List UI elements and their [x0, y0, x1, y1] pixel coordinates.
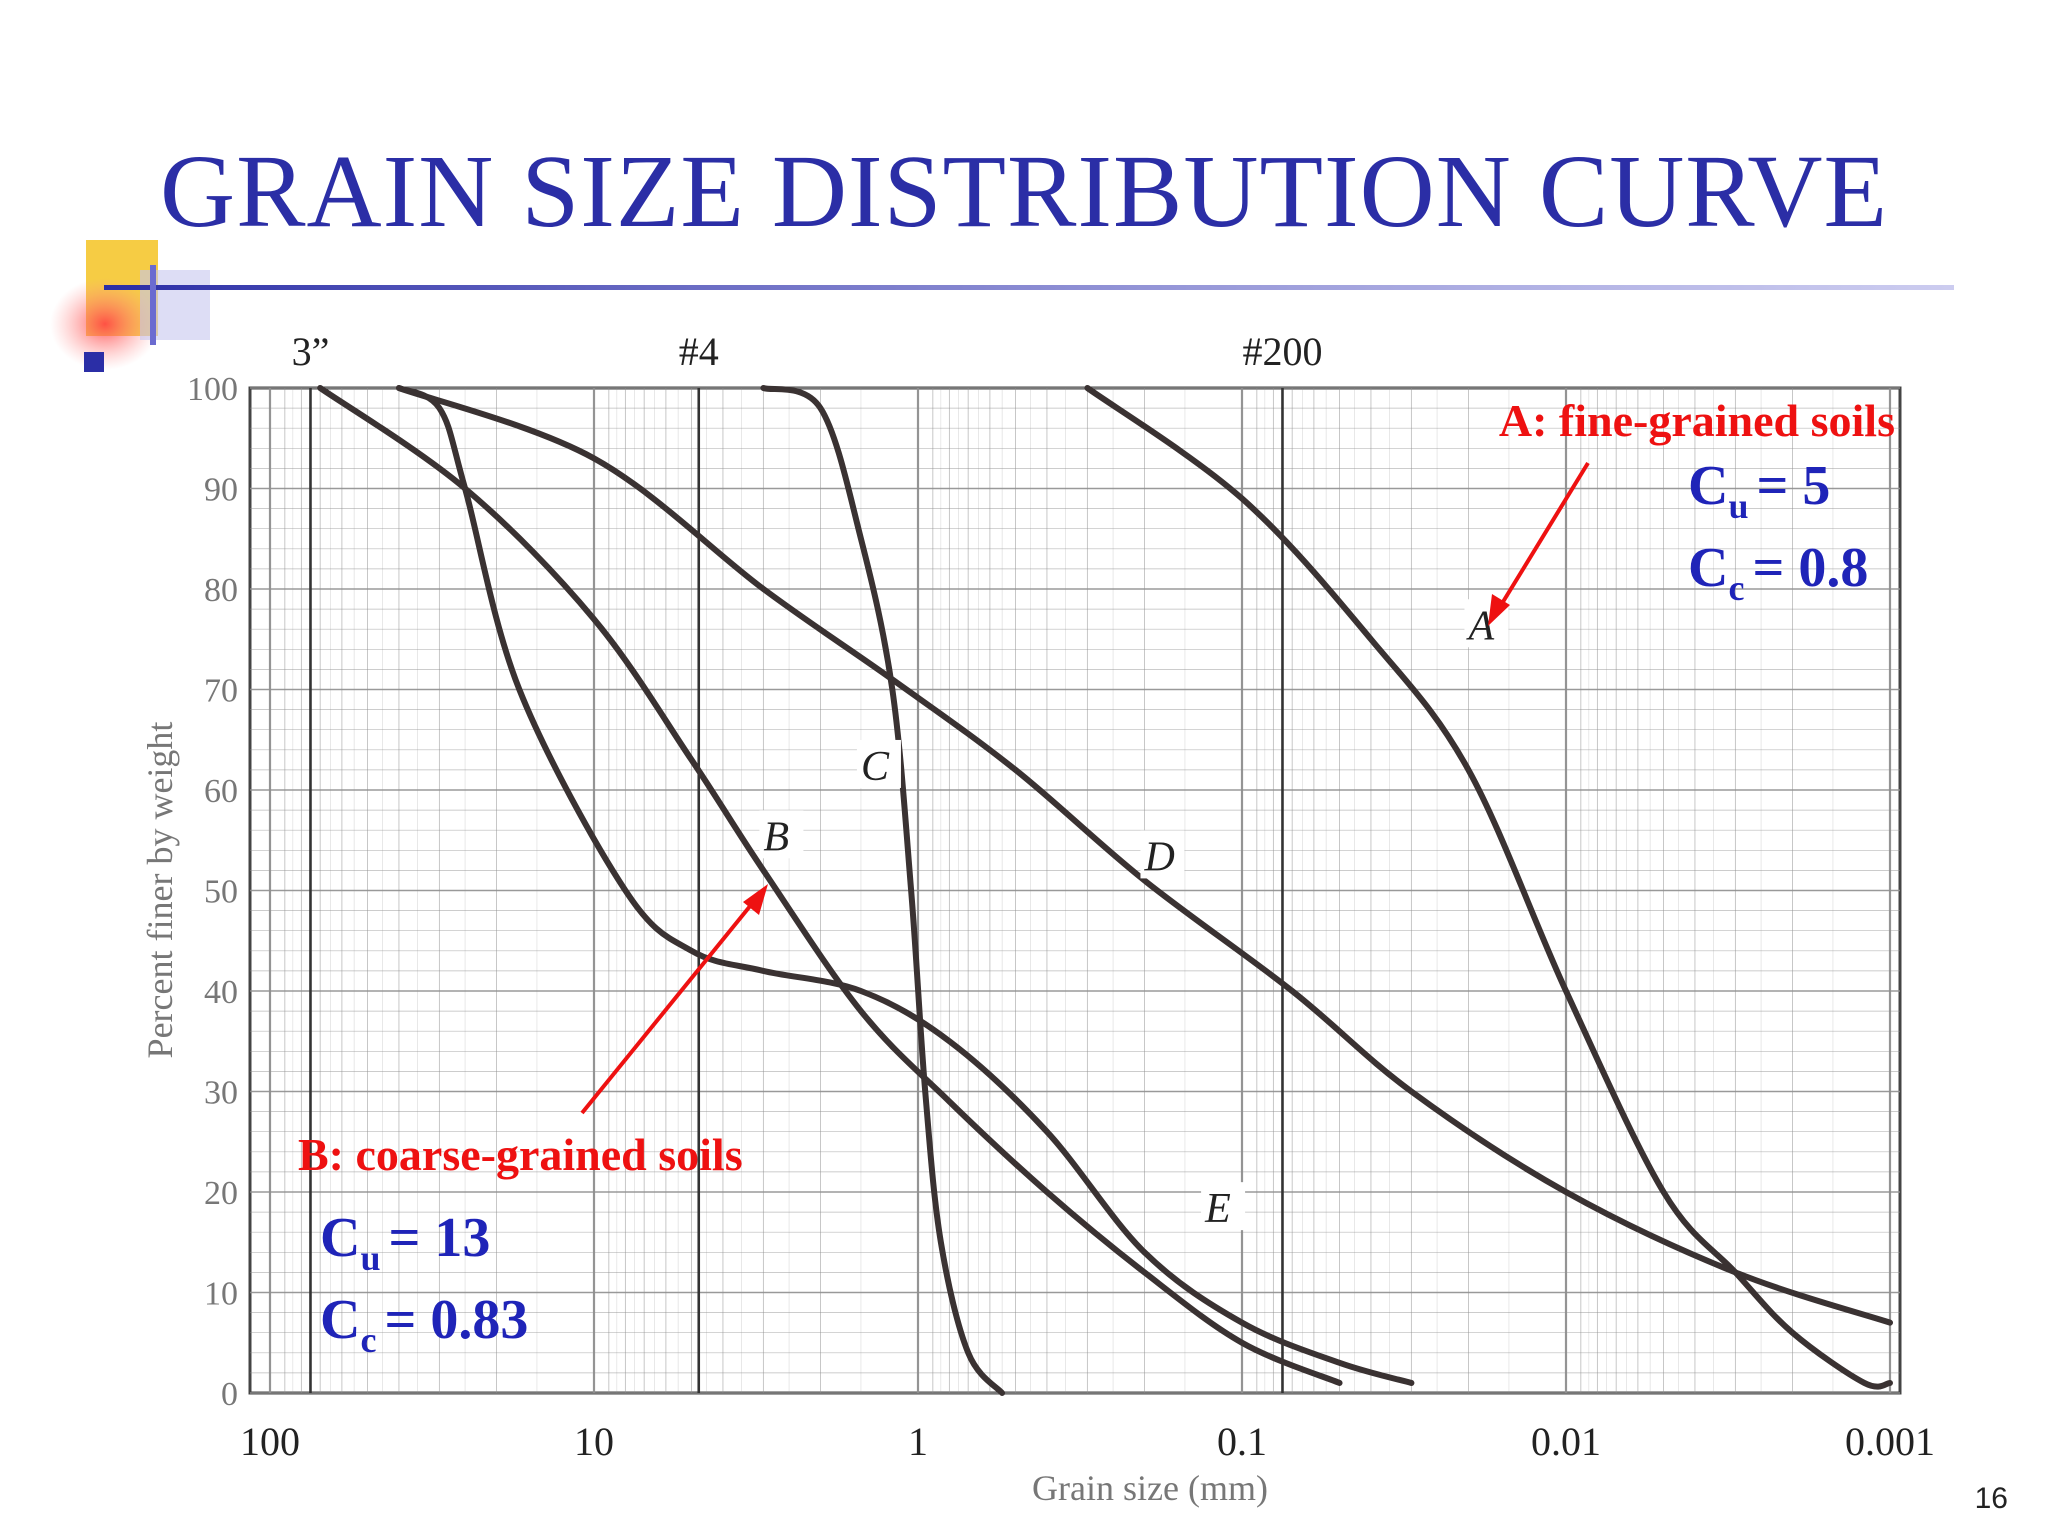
- annotation-b-cc: Cc = 0.83: [320, 1289, 528, 1360]
- x-tick-label: 0.01: [1531, 1419, 1601, 1464]
- svg-text:Cc= 0.83: Cc = 0.83: [320, 1289, 528, 1360]
- y-tick-label: 90: [204, 472, 238, 509]
- y-tick-label: 0: [221, 1376, 238, 1413]
- y-tick-label: 80: [204, 572, 238, 609]
- title-underline: [104, 285, 1954, 290]
- y-tick-label: 10: [204, 1276, 238, 1313]
- svg-text:Cu= 5: Cu = 5: [1688, 455, 1830, 526]
- cc-subscript: c: [1728, 568, 1744, 608]
- sieve-label: 3”: [292, 329, 330, 374]
- a-cc-value: = 0.8: [1752, 537, 1868, 599]
- curve-label-bg: [1201, 1182, 1246, 1231]
- y-tick-label: 100: [187, 371, 238, 408]
- curve-b: [317, 385, 1343, 1386]
- sieve-markers: 3” #4 #200: [292, 329, 1322, 1393]
- annotation-a-label: A: fine-grained soils: [1499, 395, 1895, 446]
- curve-e: [395, 385, 1415, 1386]
- axis-ticks: 100 10 1 0.1 0.01 0.001 0 10 20 30 40 50 60 70 80 90 100: [187, 371, 1935, 1464]
- y-tick-label: 40: [204, 974, 238, 1011]
- cc-subscript: c: [360, 1320, 376, 1360]
- sieve-label: #200: [1242, 329, 1322, 374]
- curve-labels: A B C D E: [759, 599, 1509, 1232]
- cu-symbol: C: [320, 1207, 360, 1269]
- curve-label-a: A: [1465, 603, 1494, 649]
- y-tick-label: 20: [204, 1175, 238, 1212]
- annotation-a-arrow: [1488, 461, 1590, 626]
- y-tick-label: 70: [204, 673, 238, 710]
- curve-label-d: D: [1143, 834, 1174, 880]
- annotation-a-cu: Cu = 5: [1688, 455, 1830, 526]
- y-axis-title: Percent finer by weight: [140, 722, 180, 1059]
- annotation-a-cc: Cc = 0.8: [1688, 537, 1868, 608]
- deco-vertical-bar: [150, 265, 156, 345]
- cc-symbol: C: [1688, 537, 1728, 599]
- cu-symbol: C: [1688, 455, 1728, 517]
- sieve-label: #4: [679, 329, 719, 374]
- cu-subscript: u: [360, 1238, 380, 1278]
- svg-text:Cu= 13: Cu = 13: [320, 1207, 490, 1278]
- curve-label-bg: [759, 810, 804, 859]
- curve-a: [1084, 385, 1893, 1390]
- x-tick-label: 0.1: [1217, 1419, 1267, 1464]
- y-tick-label: 60: [204, 773, 238, 810]
- annotation-b-label: B: coarse-grained soils: [298, 1129, 743, 1180]
- curve-label-bg: [1140, 830, 1185, 879]
- b-cu-value: = 13: [388, 1207, 490, 1269]
- y-tick-label: 30: [204, 1075, 238, 1112]
- curve-label-e: E: [1204, 1186, 1231, 1232]
- curve-label-bg: [856, 739, 901, 788]
- cu-subscript: u: [1728, 486, 1748, 526]
- curve-c: [760, 385, 1006, 1396]
- b-cc-value: = 0.83: [384, 1289, 528, 1351]
- curve-d: [395, 385, 1893, 1326]
- x-tick-label: 10: [574, 1419, 614, 1464]
- cc-symbol: C: [320, 1289, 360, 1351]
- bullet-square: [84, 352, 104, 372]
- grid: [250, 387, 1900, 1394]
- a-cu-value: = 5: [1756, 455, 1830, 517]
- x-tick-label: 1: [908, 1419, 928, 1464]
- x-tick-label: 0.001: [1845, 1419, 1935, 1464]
- annotation-b-arrow: [580, 884, 768, 1115]
- curve-label-b: B: [763, 814, 789, 860]
- y-tick-label: 50: [204, 874, 238, 911]
- x-tick-label: 100: [240, 1419, 300, 1464]
- slide-title: GRAIN SIZE DISTRIBUTION CURVE: [160, 134, 1888, 249]
- curves: [317, 385, 1893, 1396]
- svg-text:Cc= 0.8: Cc = 0.8: [1688, 537, 1868, 608]
- annotation-b-cu: Cu = 13: [320, 1207, 490, 1278]
- page-number: 16: [1974, 1482, 2008, 1515]
- x-axis-title: Grain size (mm): [1032, 1468, 1268, 1508]
- curve-label-c: C: [861, 744, 890, 790]
